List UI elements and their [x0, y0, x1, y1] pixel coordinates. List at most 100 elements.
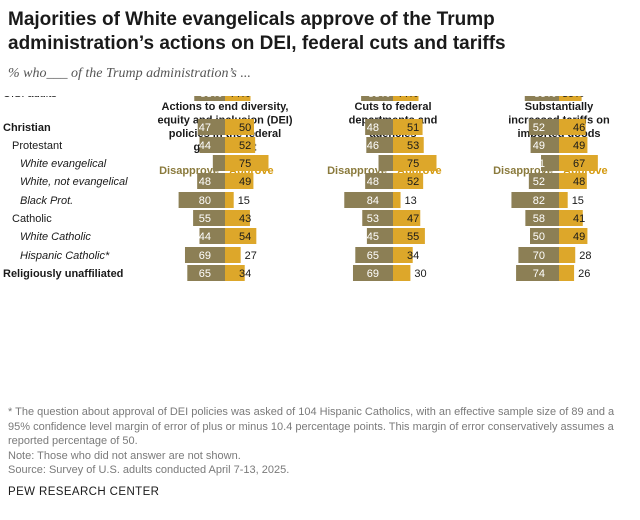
- data-label-disapprove: 44: [199, 231, 211, 243]
- bar-disapprove: [541, 155, 559, 171]
- source: Source: Survey of U.S. adults conducted …: [8, 464, 290, 476]
- bar-disapprove: [511, 192, 559, 208]
- data-label-approve: 49: [239, 176, 251, 188]
- bar-disapprove: [194, 96, 225, 101]
- bar-disapprove: [193, 210, 225, 226]
- data-label-disapprove: 55%: [368, 96, 390, 100]
- row-label: White evangelical: [20, 158, 107, 170]
- bar-disapprove: [518, 247, 559, 263]
- data-label-approve: 34: [239, 268, 251, 280]
- data-label-disapprove: 47: [199, 122, 211, 134]
- bar-disapprove: [355, 247, 393, 263]
- bar-approve: [225, 96, 251, 101]
- bar-disapprove: [530, 137, 559, 153]
- data-label-approve: 75: [239, 158, 251, 170]
- data-label-disapprove: 53%: [200, 96, 222, 100]
- bar-approve: [393, 119, 423, 135]
- data-label-disapprove: 44: [199, 140, 211, 152]
- bar-disapprove: [352, 265, 393, 281]
- data-label-disapprove: 58: [533, 213, 545, 225]
- chart-title: Majorities of White evangelicals approve…: [8, 9, 506, 54]
- bar-disapprove: [528, 173, 559, 189]
- row-label: Protestant: [12, 140, 62, 152]
- row-label: Hispanic Catholic*: [20, 250, 110, 262]
- bar-disapprove: [366, 137, 393, 153]
- bar-disapprove: [199, 228, 225, 244]
- data-label-approve: 34: [407, 250, 419, 262]
- data-label-disapprove: 48: [199, 176, 211, 188]
- bar-approve: [559, 228, 588, 244]
- data-label-approve: 48: [573, 176, 585, 188]
- note: Note: Those who did not answer are not s…: [8, 449, 241, 462]
- bar-disapprove: [199, 137, 225, 153]
- data-label-approve: 27: [245, 250, 257, 262]
- data-label-disapprove: 52: [533, 176, 545, 188]
- bar-approve: [559, 173, 587, 189]
- data-label-disapprove: 48: [367, 176, 379, 188]
- data-label-approve: 15: [572, 195, 584, 207]
- data-label-disapprove: 21: [199, 158, 211, 170]
- data-label-approve: 28: [579, 250, 591, 262]
- bar-disapprove: [361, 96, 393, 101]
- bar-disapprove: [365, 119, 393, 135]
- data-label-approve: 26: [578, 268, 590, 280]
- bar-disapprove: [178, 192, 225, 208]
- bar-disapprove: [528, 119, 559, 135]
- data-label-approve: 50: [239, 122, 251, 134]
- bar-approve: [225, 119, 254, 135]
- bar-approve: [393, 265, 411, 281]
- data-label-approve: 30: [414, 268, 426, 280]
- bar-approve: [225, 192, 234, 208]
- data-label-disapprove: 45: [367, 231, 379, 243]
- data-label-approve: 67: [573, 158, 585, 170]
- data-label-approve: 46: [573, 122, 585, 134]
- data-label-approve: 52: [407, 176, 419, 188]
- data-label-disapprove: 55: [199, 213, 211, 225]
- data-label-disapprove: 70: [533, 250, 545, 262]
- data-label-approve: 52: [239, 140, 251, 152]
- data-label-approve: 44%: [396, 96, 418, 100]
- bar-disapprove: [187, 265, 225, 281]
- bar-approve: [225, 228, 257, 244]
- bar-disapprove: [197, 119, 225, 135]
- data-label-approve: 75: [407, 158, 419, 170]
- data-label-disapprove: 50: [533, 231, 545, 243]
- data-label-approve: 13: [405, 195, 417, 207]
- data-label-approve: 39%: [562, 96, 584, 100]
- data-label-approve: 43: [239, 213, 251, 225]
- data-label-approve: 44%: [228, 96, 250, 100]
- data-label-disapprove: 31: [533, 158, 545, 170]
- bar-approve: [559, 96, 582, 101]
- row-label: U.S. adults: [3, 96, 57, 100]
- data-label-disapprove: 74: [533, 268, 545, 280]
- data-label-approve: 54: [239, 231, 251, 243]
- row-label: Christian: [3, 122, 51, 134]
- bar-disapprove: [365, 173, 393, 189]
- bar-approve: [225, 210, 250, 226]
- bar-approve: [393, 247, 413, 263]
- bar-disapprove: [212, 155, 225, 171]
- data-label-disapprove: 84: [367, 195, 379, 207]
- data-label-disapprove: 52: [533, 122, 545, 134]
- bar-approve: [393, 137, 424, 153]
- bar-approve: [559, 247, 576, 263]
- bar-approve: [225, 155, 269, 171]
- data-label-disapprove: 69: [199, 250, 211, 262]
- row-label: Black Prot.: [20, 195, 73, 207]
- brand-label: PEW RESEARCH CENTER: [8, 486, 160, 498]
- data-label-disapprove: 65: [367, 250, 379, 262]
- data-label-approve: 47: [407, 213, 419, 225]
- bar-approve: [225, 265, 245, 281]
- data-label-approve: 15: [238, 195, 250, 207]
- bar-approve: [559, 137, 588, 153]
- bar-approve: [393, 155, 437, 171]
- bar-approve: [225, 137, 256, 153]
- data-label-approve: 55: [407, 231, 419, 243]
- data-label-disapprove: 25: [367, 158, 379, 170]
- bar-disapprove: [197, 173, 225, 189]
- bar-disapprove: [362, 210, 393, 226]
- bar-approve: [225, 173, 254, 189]
- data-label-disapprove: 80: [199, 195, 211, 207]
- bar-disapprove: [378, 155, 393, 171]
- bar-approve: [559, 192, 568, 208]
